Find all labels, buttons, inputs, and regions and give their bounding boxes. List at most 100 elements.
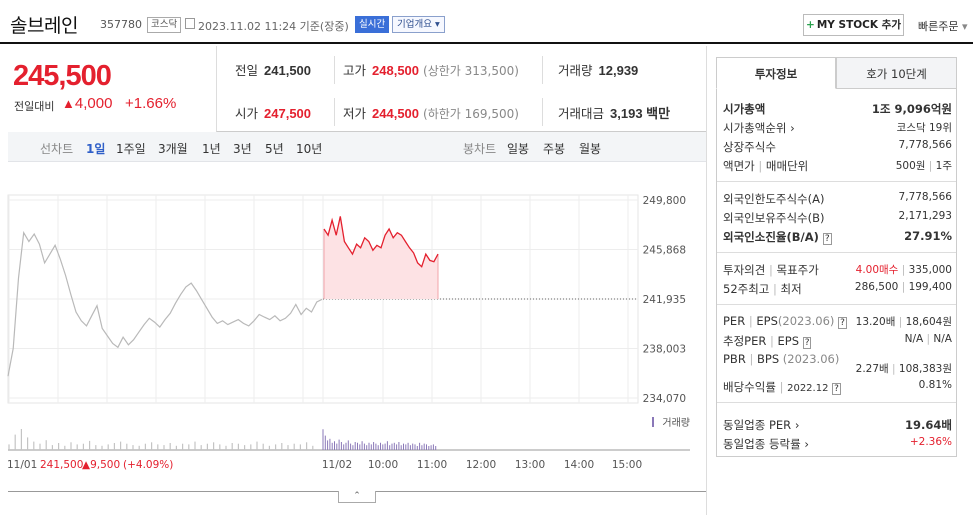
y-tick-label: 234,070	[643, 393, 686, 405]
value: 7,778,566	[898, 139, 952, 151]
tab-orderbook-label: 호가 10단계	[866, 67, 927, 81]
stat-high-label: 고가	[343, 63, 367, 78]
candle-weekly[interactable]: 주봉	[543, 142, 566, 156]
stat-high-value: 248,500	[372, 63, 420, 78]
stat-open: 시가 247,500	[235, 103, 311, 122]
divider	[542, 56, 543, 84]
prev-day-series-line	[7, 230, 323, 377]
chevron-up-icon[interactable]: ⌃	[338, 491, 376, 503]
change-label: 전일대비	[14, 100, 55, 113]
label: 시가총액순위 ›	[723, 121, 795, 135]
help-icon[interactable]: ?	[832, 383, 841, 395]
prev-day-change: ▲9,500	[82, 459, 120, 471]
value: 4.00매수 | 335,000	[855, 264, 952, 276]
price-box: 245,500 전일대비 ▲4,000 +1.66%	[8, 52, 216, 132]
stock-name: 솔브레인	[10, 15, 78, 37]
stat-low-label: 저가	[343, 106, 367, 121]
value: 2,171,293	[898, 210, 952, 222]
stat-lower-limit: (하한가 169,500)	[423, 107, 519, 121]
value: 코스닥 19위	[896, 122, 952, 134]
divider	[717, 252, 956, 253]
price-chart[interactable]: 249,800 245,868 241,935 238,003 234,070 거래량 11…	[0, 185, 706, 475]
quote-datetime: 2023.11.02 11:24 기준(장중)	[198, 20, 349, 33]
help-icon[interactable]: ?	[802, 337, 812, 349]
period-3y[interactable]: 3년	[233, 142, 252, 156]
label: 시가총액	[723, 102, 766, 116]
realtime-badge[interactable]: 실시간	[355, 16, 390, 33]
today-series-area	[324, 216, 438, 299]
quick-order-button[interactable]: 빠른주문 ▾	[918, 18, 968, 34]
label: 액면가 | 매매단위	[723, 159, 809, 173]
value: 19.64배	[905, 418, 952, 432]
help-icon[interactable]: ?	[822, 233, 832, 245]
current-price: 245,500	[13, 60, 112, 92]
x-tick-label: 10:00	[368, 459, 398, 471]
divider	[542, 98, 543, 126]
x-tick-label: 11/02	[322, 459, 352, 471]
stat-high: 고가 248,500 (상한가 313,500)	[343, 60, 519, 79]
price-chart-svg: 249,800 245,868 241,935 238,003 234,070 거래량 11…	[7, 194, 690, 471]
add-mystock-button[interactable]: + MY STOCK 추가	[803, 14, 904, 36]
change-pct: +1.66%	[125, 95, 177, 112]
x-tick-label: 13:00	[515, 459, 545, 471]
period-5y[interactable]: 5년	[265, 142, 284, 156]
x-tick-label: 14:00	[564, 459, 594, 471]
stat-low-value: 244,500	[372, 106, 420, 121]
volume-legend-label: 거래량	[662, 417, 690, 429]
corp-info-label: 기업개요	[397, 19, 432, 30]
stock-code: 357780	[100, 18, 142, 31]
period-10y[interactable]: 10년	[296, 142, 323, 156]
stat-volume-label: 거래량	[558, 63, 593, 78]
divider	[334, 56, 335, 84]
period-3m[interactable]: 3개월	[158, 142, 188, 156]
candle-daily[interactable]: 일봉	[507, 142, 530, 156]
stat-low: 저가 244,500 (하한가 169,500)	[343, 103, 519, 122]
x-tick-label: 15:00	[612, 459, 642, 471]
label: 배당수익률 | 2022.12 ?	[723, 380, 841, 395]
label: 동일업종 PER ›	[723, 418, 800, 432]
period-1d[interactable]: 1일	[86, 142, 106, 156]
mystock-label: MY STOCK 추가	[816, 19, 901, 31]
y-tick-label: 245,868	[643, 245, 686, 257]
market-badge: 코스닥	[147, 17, 182, 33]
candle-chart-label: 봉차트	[463, 142, 497, 156]
investment-table: 시가총액 1조 9,096억원 시가총액순위 › 코스닥 19위 상장주식수 7,77…	[716, 89, 957, 457]
stat-prev: 전일 241,500	[235, 60, 311, 79]
stat-open-value: 247,500	[264, 106, 312, 121]
divider	[717, 402, 956, 403]
calendar-icon	[185, 18, 195, 29]
plus-icon: +	[806, 19, 815, 31]
line-chart-label: 선차트	[40, 142, 74, 156]
divider	[717, 181, 956, 182]
corp-info-dropdown[interactable]: 기업개요 ▾	[392, 16, 445, 33]
value: 500원 | 1주	[895, 160, 952, 172]
value: 27.91%	[904, 229, 952, 243]
period-1y[interactable]: 1년	[202, 142, 221, 156]
value: 7,778,566	[898, 191, 952, 203]
chevron-down-icon: ▾	[958, 20, 968, 33]
label: 외국인소진율(B/A) ?	[723, 230, 832, 245]
change-value-text: 4,000	[74, 95, 113, 112]
stat-open-label: 시가	[235, 106, 259, 121]
y-tick-label: 249,800	[643, 195, 686, 207]
stat-volume-value: 12,939	[598, 63, 639, 78]
candle-monthly[interactable]: 월봉	[579, 142, 602, 156]
stock-header: 솔브레인 357780 코스닥 2023.11.02 11:24 기준(장중) …	[0, 0, 973, 44]
stat-prev-label: 전일	[235, 63, 259, 78]
divider	[334, 98, 335, 126]
stat-amount-value: 3,193 백만	[610, 106, 671, 121]
tab-orderbook[interactable]: 호가 10단계	[836, 57, 957, 89]
label: 상장주식수	[723, 140, 776, 154]
label: 동일업종 등락률 ›	[723, 437, 809, 451]
change-value: ▲4,000	[62, 95, 112, 112]
label: 추정PER | EPS ?	[723, 334, 812, 349]
help-icon[interactable]: ?	[838, 317, 847, 329]
label: 투자의견 | 목표주가	[723, 263, 819, 277]
value: 0.81%	[918, 379, 952, 391]
tab-investment-info[interactable]: 투자정보	[716, 57, 836, 89]
prev-day-change-pct: (+4.09%)	[123, 459, 173, 471]
period-1w[interactable]: 1주일	[116, 142, 146, 156]
up-triangle-icon: ▲	[62, 96, 75, 111]
stat-volume: 거래량 12,939	[558, 60, 638, 79]
period-bar: 선차트 1일 1주일 3개월 1년 3년 5년 10년 봉차트 일봉 주봉 월봉	[8, 132, 706, 162]
